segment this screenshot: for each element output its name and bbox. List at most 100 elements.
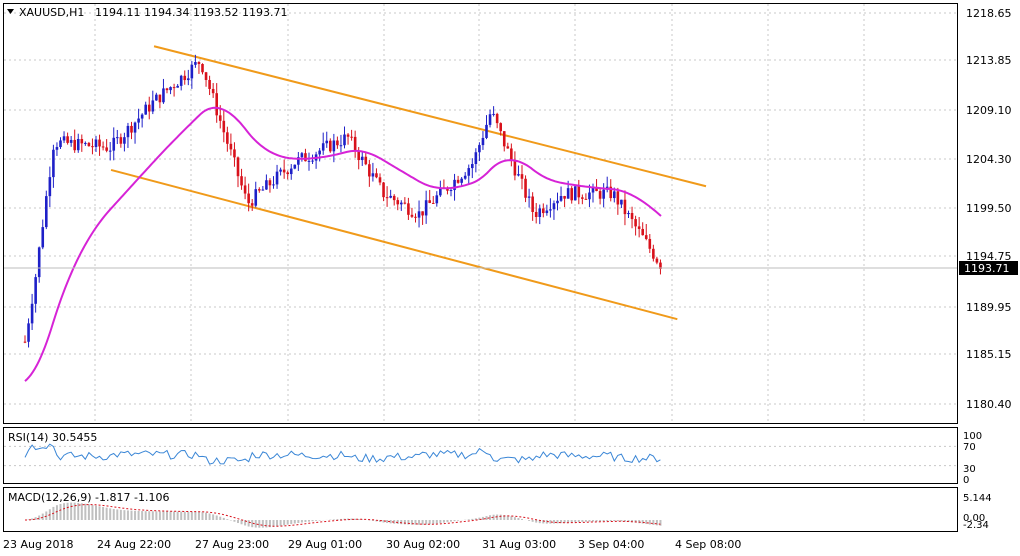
- candle-body: [396, 200, 400, 205]
- candle-body: [467, 168, 471, 176]
- price-axis: 1218.65 1213.85 1209.10 1204.30 1199.50 …: [959, 7, 1018, 411]
- candle-body: [375, 173, 378, 178]
- candle-body: [502, 131, 506, 147]
- candle-body: [91, 146, 94, 148]
- candle-body: [403, 202, 407, 204]
- macd-tick: 5.144: [963, 493, 992, 504]
- candle-body: [229, 143, 233, 150]
- candle-body: [360, 156, 364, 161]
- candle-body: [311, 160, 314, 162]
- candle-body: [598, 191, 602, 199]
- candle-body: [243, 185, 247, 194]
- candle-body: [510, 148, 513, 161]
- candle-body: [421, 211, 424, 216]
- time-label: 31 Aug 03:00: [482, 538, 556, 551]
- candle-body: [105, 147, 108, 151]
- macd-indicator: [24, 502, 662, 528]
- candle-body: [137, 118, 140, 123]
- channel-lower-line: [110, 168, 678, 321]
- candle-body: [321, 143, 325, 151]
- candle-body: [258, 189, 261, 191]
- rsi-title: RSI(14) 30.5455: [8, 431, 97, 444]
- candle-body: [190, 64, 194, 79]
- candle-body: [204, 72, 208, 80]
- candle-body: [140, 114, 144, 119]
- price-tick: 1185.15: [966, 348, 1012, 361]
- symbol-label: XAUUSD,H1: [19, 6, 84, 19]
- candle-body: [446, 187, 449, 191]
- candle-body: [659, 262, 662, 269]
- candle-body: [389, 195, 392, 198]
- candle-body: [208, 79, 211, 89]
- candle-body: [439, 187, 442, 196]
- main-pane-frame: [3, 3, 958, 424]
- candle-body: [616, 191, 620, 205]
- candle-body: [325, 140, 329, 144]
- price-tick: 1209.10: [966, 104, 1012, 117]
- candle-body: [414, 216, 417, 218]
- candle-body: [45, 196, 48, 228]
- candle-body: [460, 178, 463, 183]
- candle-body: [385, 197, 389, 199]
- candle-body: [194, 62, 197, 65]
- candle-body: [30, 303, 34, 324]
- candle-body: [449, 190, 453, 192]
- candle-body: [240, 176, 243, 186]
- candle-body: [183, 75, 187, 81]
- candle-body: [573, 186, 577, 201]
- candle-body: [644, 235, 648, 239]
- channel-upper-line: [153, 45, 707, 188]
- candle-body: [66, 136, 69, 143]
- time-axis: 23 Aug 2018 24 Aug 22:00 27 Aug 23:00 29…: [3, 538, 741, 551]
- rsi-tick: 70: [963, 442, 976, 453]
- candle-body: [545, 210, 549, 214]
- candle-body: [346, 134, 350, 137]
- candle-body: [151, 100, 155, 112]
- candle-body: [513, 160, 517, 176]
- candle-body: [634, 219, 637, 227]
- candle-body: [581, 197, 584, 199]
- candle-body: [59, 140, 62, 148]
- candle-body: [144, 104, 147, 115]
- candle-body: [279, 169, 282, 172]
- time-label: 23 Aug 2018: [3, 538, 73, 551]
- rsi-tick: 30: [963, 464, 976, 475]
- candle-body: [116, 137, 119, 139]
- time-label: 4 Sep 08:00: [675, 538, 741, 551]
- price-tick: 1189.95: [966, 301, 1012, 314]
- candle-body: [165, 88, 169, 91]
- candle-body: [382, 182, 385, 198]
- candle-body: [41, 227, 45, 248]
- ohlc-values: 1194.11 1194.34 1193.52 1193.71: [95, 6, 287, 19]
- candle-body: [130, 125, 133, 133]
- macd-tick: -2.34: [963, 520, 989, 531]
- rsi-pane-frame: [3, 427, 958, 484]
- candle-body: [84, 142, 87, 144]
- candle-body: [620, 199, 623, 205]
- candle-body: [538, 208, 542, 217]
- moving-average-line: [24, 106, 662, 382]
- menu-triangle-icon[interactable]: [7, 9, 14, 14]
- time-label: 24 Aug 22:00: [97, 538, 171, 551]
- candle-body: [126, 125, 130, 138]
- candle-body: [34, 277, 37, 304]
- candle-body: [407, 203, 410, 215]
- candle-body: [304, 153, 307, 162]
- candle-body: [542, 208, 545, 214]
- rsi-tick: 100: [963, 431, 982, 442]
- candle-body: [584, 198, 588, 200]
- macd-pane-frame: [3, 487, 958, 532]
- candle-body: [364, 156, 368, 165]
- candle-body: [456, 179, 460, 183]
- candle-body: [485, 124, 488, 138]
- candle-body: [293, 164, 297, 169]
- candle-body: [595, 186, 598, 192]
- time-label: 29 Aug 01:00: [288, 538, 362, 551]
- descending-channel: [110, 45, 707, 321]
- price-tick: 1204.30: [966, 153, 1012, 166]
- candle-body: [268, 180, 272, 186]
- candle-body: [353, 136, 357, 152]
- rsi-tick: 0: [963, 475, 969, 486]
- candle-body: [488, 114, 492, 125]
